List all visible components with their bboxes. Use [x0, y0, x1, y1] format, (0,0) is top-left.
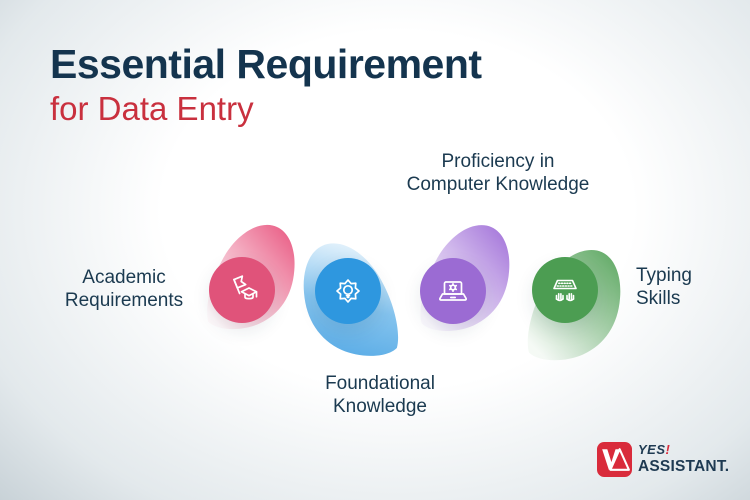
- title-block: Essential Requirement for Data Entry: [50, 42, 482, 127]
- brand-exclaim: !: [665, 442, 671, 457]
- foundational-badge: [315, 258, 381, 324]
- page-subtitle: for Data Entry: [50, 90, 254, 128]
- gear-lightbulb-icon: [336, 279, 360, 303]
- brand-yes: YES: [638, 442, 666, 457]
- keyboard-hands-icon: [553, 279, 577, 302]
- brand-text: YES! ASSISTANT.: [638, 442, 729, 475]
- brand-mark-icon: [597, 442, 632, 477]
- brand-yes-line: YES!: [638, 442, 729, 457]
- academic-label: Academic Requirements: [64, 267, 184, 312]
- academic-badge: [209, 257, 275, 323]
- laptop-gear-icon: [438, 281, 468, 301]
- brand-logo: YES! ASSISTANT.: [597, 442, 729, 477]
- foundational-label: Foundational Knowledge: [325, 373, 435, 418]
- computer-badge: [420, 258, 486, 324]
- computer-label: Proficiency in Computer Knowledge: [406, 151, 590, 196]
- page-title: Essential Requirement: [50, 41, 482, 87]
- brand-assistant: ASSISTANT.: [638, 458, 730, 476]
- typing-label: Typing Skills: [636, 265, 692, 310]
- typing-badge: [532, 257, 598, 323]
- graduation-cap-flag-icon: [233, 275, 258, 300]
